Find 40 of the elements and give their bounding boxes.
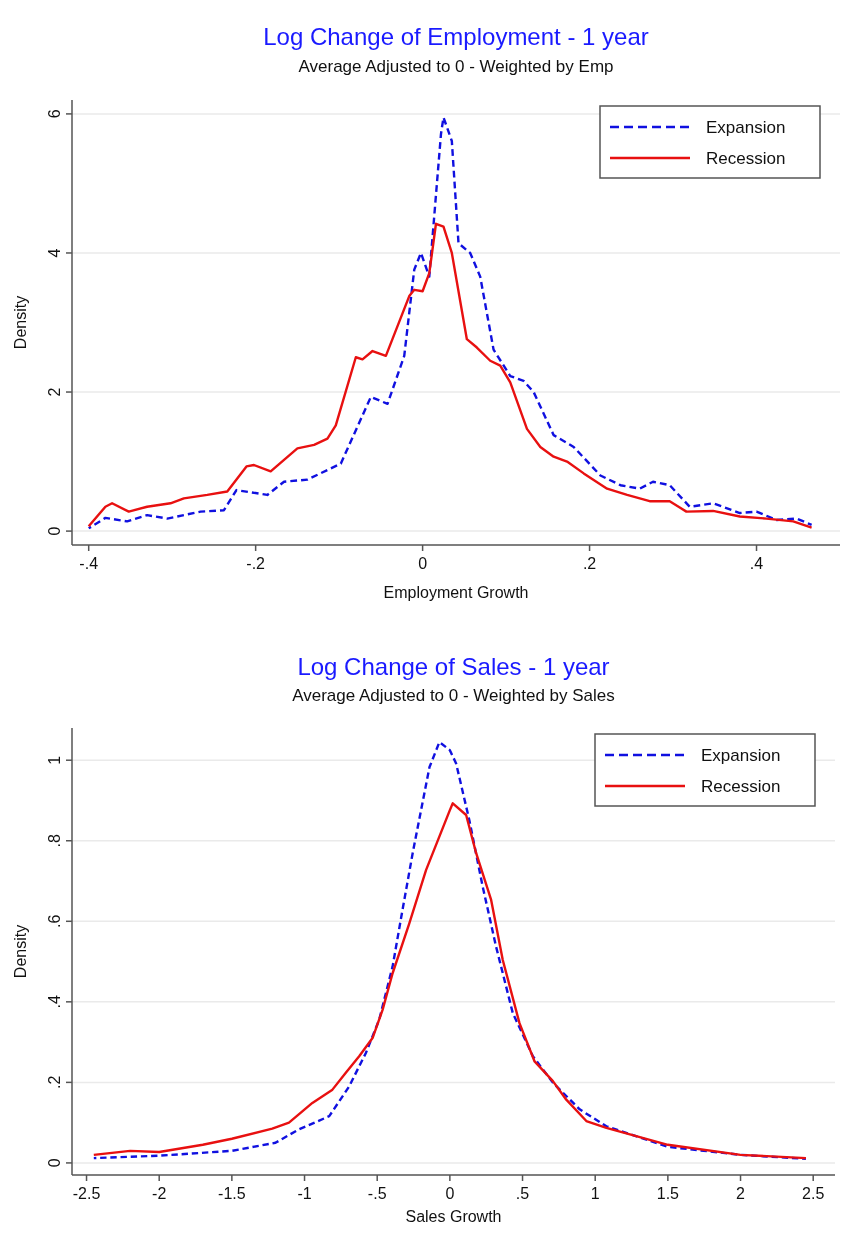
y-tick-label: .6 [46,914,63,928]
x-tick-label: 0 [418,555,428,572]
x-tick-label: -2.5 [72,1185,101,1202]
y-tick-label: .4 [46,995,63,1009]
chart-title: Log Change of Sales - 1 year [297,653,610,680]
x-tick-label: -.2 [246,555,266,572]
x-tick-label: -.5 [367,1185,387,1202]
x-tick-label: 2.5 [802,1185,825,1202]
chart-subtitle: Average Adjusted to 0 - Weighted by Sales [292,686,615,705]
line-series [87,222,813,529]
chart-subtitle: Average Adjusted to 0 - Weighted by Emp [298,57,614,76]
x-axis-title: Employment Growth [383,584,529,601]
x-tick-label: -1.5 [218,1185,246,1202]
chart-title: Log Change of Employment - 1 year [263,23,649,50]
y-tick-label: .2 [46,1075,63,1090]
x-axis-title: Sales Growth [405,1208,502,1225]
y-axis-title: Density [12,924,29,979]
legend-label: Expansion [701,746,781,765]
x-tick-label: .2 [582,555,597,572]
x-tick-label: -1 [297,1185,312,1202]
y-tick-label: .8 [46,833,63,848]
x-tick-label: -.4 [79,555,99,572]
y-tick-label: 0 [46,526,63,536]
x-tick-label: .4 [749,555,764,572]
x-tick-label: 2 [736,1185,746,1202]
legend-label: Recession [706,149,786,168]
legend-label: Recession [701,777,781,796]
x-tick-label: -2 [152,1185,167,1202]
y-tick-label: 0 [46,1158,63,1168]
y-axis-title: Density [12,295,29,350]
x-tick-label: 0 [445,1185,455,1202]
x-tick-label: 1 [590,1185,600,1202]
x-tick-label: .5 [515,1185,530,1202]
x-tick-label: 1.5 [656,1185,680,1202]
legend-label: Expansion [706,118,786,137]
line-series [87,116,813,530]
y-tick-label: 2 [46,387,63,397]
y-tick-label: 4 [46,248,63,258]
y-tick-label: 1 [46,755,63,765]
y-tick-label: 6 [46,109,63,119]
